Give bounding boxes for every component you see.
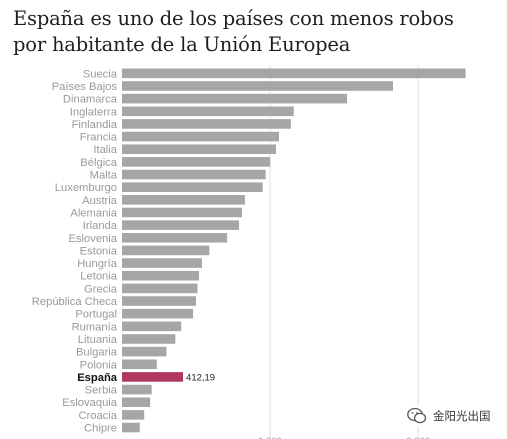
chart-title: España es uno de los países con menos ro…	[13, 7, 454, 56]
bar	[122, 157, 271, 167]
bars-group	[122, 68, 466, 433]
category-label: Hungría	[77, 258, 118, 270]
bar	[122, 182, 263, 192]
bar	[122, 245, 210, 256]
bar	[122, 119, 291, 129]
bar	[122, 131, 279, 142]
watermark: 金阳光出国	[403, 405, 495, 427]
bar	[122, 207, 242, 218]
bar	[122, 410, 145, 420]
category-label: Francia	[80, 132, 118, 144]
category-label: Eslovaquia	[62, 397, 118, 409]
bar	[122, 220, 239, 230]
bar	[122, 283, 198, 294]
category-label: Rumanía	[72, 321, 118, 333]
category-label: Países Bajos	[52, 81, 118, 93]
bar	[122, 68, 466, 79]
bar	[122, 93, 348, 104]
bar	[122, 195, 245, 205]
category-label: Chipre	[84, 423, 117, 435]
bar	[122, 384, 152, 395]
category-label: Serbia	[85, 385, 118, 397]
x-tick-label: 2.000	[406, 436, 430, 439]
bar	[122, 397, 151, 408]
x-tick-label: 1.000	[258, 436, 282, 439]
x-tick-labels: 1.000 2.000	[258, 436, 430, 439]
category-label: Italia	[93, 144, 117, 156]
watermark-text: 金阳光出国	[433, 409, 491, 423]
bar	[122, 106, 294, 117]
gridlines	[269, 65, 419, 439]
value-label: 412,19	[186, 372, 215, 383]
bar	[122, 169, 266, 180]
category-label: República Checa	[32, 296, 118, 308]
category-label: Estonia	[80, 245, 118, 257]
category-label: Luxemburgo	[55, 182, 117, 194]
bar	[122, 258, 202, 268]
bar	[122, 359, 157, 370]
category-label: Eslovenia	[68, 233, 117, 245]
bar	[122, 270, 200, 281]
bar	[122, 308, 194, 319]
category-label: Portugal	[75, 309, 117, 321]
category-label: Bulgaria	[76, 347, 118, 359]
bar	[122, 334, 176, 344]
category-label: Letonia	[80, 271, 117, 283]
category-label: Polonia	[80, 359, 118, 371]
bar	[122, 422, 140, 433]
bar	[122, 321, 182, 332]
category-label: Inglaterra	[70, 106, 118, 118]
bar	[122, 144, 277, 155]
category-label: Irlanda	[83, 220, 118, 232]
category-label: Bélgica	[80, 157, 117, 169]
category-label: Dinamarca	[63, 94, 118, 106]
bar	[122, 296, 197, 306]
category-label: Croacia	[78, 410, 117, 422]
category-label: Malta	[90, 170, 118, 182]
category-label: Finlandia	[72, 119, 118, 131]
bar-highlight	[122, 372, 184, 382]
wechat-logo-icon	[407, 407, 427, 424]
bar	[122, 81, 393, 91]
bar	[122, 232, 228, 243]
category-label: Austria	[82, 195, 118, 207]
category-label: Lituania	[78, 334, 118, 346]
bar	[122, 346, 167, 357]
category-label: Grecia	[84, 283, 118, 295]
category-label: Suecia	[83, 68, 118, 80]
category-label: España	[77, 372, 118, 384]
category-label: Alemania	[70, 207, 117, 219]
